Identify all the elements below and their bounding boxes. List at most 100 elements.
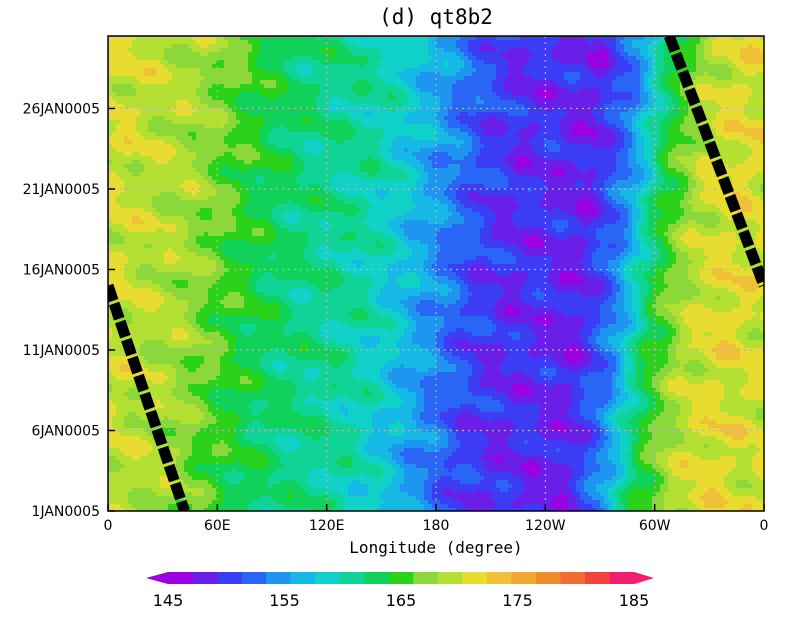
field-cell bbox=[676, 152, 681, 157]
field-cell bbox=[688, 136, 693, 141]
field-cell bbox=[528, 76, 533, 81]
field-cell bbox=[652, 48, 657, 53]
field-cell bbox=[636, 72, 641, 77]
field-cell bbox=[496, 48, 501, 53]
field-cell bbox=[732, 140, 737, 145]
field-cell bbox=[472, 40, 477, 45]
field-cell bbox=[172, 60, 177, 65]
field-cell bbox=[604, 108, 609, 113]
field-cell bbox=[300, 116, 305, 121]
field-cell bbox=[124, 100, 129, 105]
field-cell bbox=[668, 88, 673, 93]
field-cell bbox=[540, 112, 545, 117]
field-cell bbox=[276, 100, 281, 105]
field-cell bbox=[496, 56, 501, 61]
field-cell bbox=[528, 132, 533, 137]
field-cell bbox=[724, 80, 729, 85]
field-cell bbox=[140, 84, 145, 89]
field-cell bbox=[756, 132, 761, 137]
field-cell bbox=[588, 92, 593, 97]
field-cell bbox=[208, 36, 213, 41]
field-cell bbox=[640, 124, 645, 129]
field-cell bbox=[132, 116, 137, 121]
field-cell bbox=[484, 36, 489, 41]
field-cell bbox=[568, 136, 573, 141]
field-cell bbox=[180, 56, 185, 61]
field-cell bbox=[328, 48, 333, 53]
field-cell bbox=[156, 124, 161, 129]
field-cell bbox=[112, 108, 117, 113]
field-cell bbox=[172, 84, 177, 89]
field-cell bbox=[112, 120, 117, 125]
field-cell bbox=[312, 84, 317, 89]
field-cell bbox=[540, 120, 545, 125]
field-cell bbox=[360, 36, 365, 41]
field-cell bbox=[180, 76, 185, 81]
field-cell bbox=[380, 36, 385, 41]
field-cell bbox=[464, 84, 469, 89]
field-cell bbox=[652, 80, 657, 85]
field-cell bbox=[540, 60, 545, 65]
field-cell bbox=[148, 92, 153, 97]
field-cell bbox=[520, 120, 525, 125]
field-cell bbox=[300, 36, 305, 41]
field-cell bbox=[340, 84, 345, 89]
field-cell bbox=[208, 48, 213, 53]
field-cell bbox=[396, 116, 401, 121]
field-cell bbox=[360, 76, 365, 81]
field-cell bbox=[264, 108, 269, 113]
field-cell bbox=[368, 124, 373, 129]
field-cell bbox=[740, 92, 745, 97]
field-cell bbox=[572, 40, 577, 45]
field-cell bbox=[504, 88, 509, 93]
field-cell bbox=[472, 120, 477, 125]
field-cell bbox=[272, 88, 277, 93]
field-cell bbox=[324, 132, 329, 137]
field-cell bbox=[440, 128, 445, 133]
field-cell bbox=[132, 92, 137, 97]
field-cell bbox=[140, 112, 145, 117]
field-cell bbox=[156, 100, 161, 105]
field-cell bbox=[300, 44, 305, 49]
field-cell bbox=[552, 152, 557, 157]
field-cell bbox=[604, 112, 609, 117]
field-cell bbox=[268, 84, 273, 89]
field-cell bbox=[720, 120, 725, 125]
field-cell bbox=[552, 100, 557, 105]
field-cell bbox=[628, 60, 633, 65]
field-cell bbox=[392, 52, 397, 57]
field-cell bbox=[336, 36, 341, 41]
field-cell bbox=[712, 124, 717, 129]
field-cell bbox=[600, 124, 605, 129]
field-cell bbox=[492, 88, 497, 93]
field-cell bbox=[120, 128, 125, 133]
field-cell bbox=[732, 52, 737, 57]
field-cell bbox=[436, 140, 441, 145]
field-cell bbox=[572, 152, 577, 157]
field-cell bbox=[320, 72, 325, 77]
field-cell bbox=[572, 112, 577, 117]
field-cell bbox=[200, 156, 205, 161]
field-cell bbox=[704, 148, 709, 153]
field-cell bbox=[644, 72, 649, 77]
field-cell bbox=[388, 140, 393, 145]
field-cell bbox=[148, 84, 153, 89]
field-cell bbox=[492, 68, 497, 73]
field-cell bbox=[164, 108, 169, 113]
field-cell bbox=[116, 76, 121, 81]
field-cell bbox=[204, 140, 209, 145]
field-cell bbox=[696, 64, 701, 69]
field-cell bbox=[156, 104, 161, 109]
field-cell bbox=[656, 124, 661, 129]
field-cell bbox=[460, 96, 465, 101]
field-cell bbox=[272, 80, 277, 85]
field-cell bbox=[516, 64, 521, 69]
field-cell bbox=[112, 60, 117, 65]
field-cell bbox=[440, 120, 445, 125]
field-cell bbox=[356, 84, 361, 89]
field-cell bbox=[448, 148, 453, 153]
field-cell bbox=[148, 72, 153, 77]
field-cell bbox=[240, 48, 245, 53]
field-cell bbox=[396, 36, 401, 41]
field-cell bbox=[300, 136, 305, 141]
